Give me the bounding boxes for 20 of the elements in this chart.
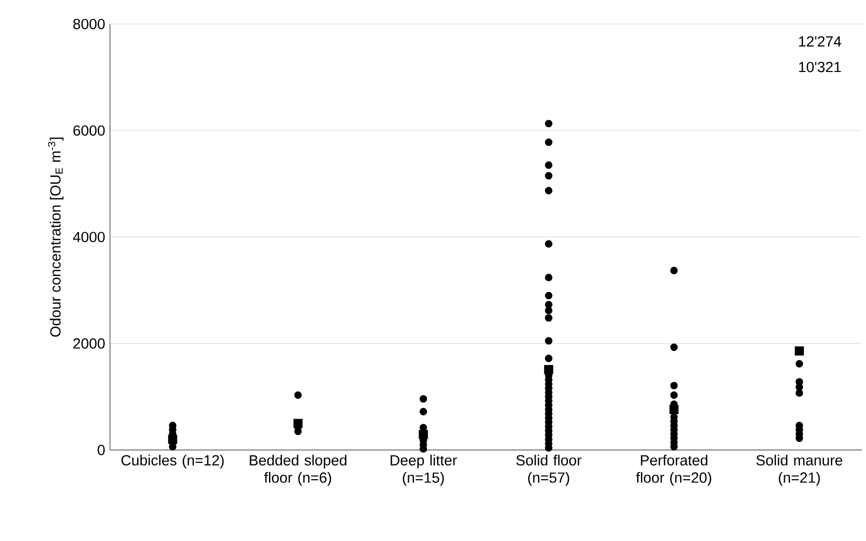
annotation: 12'274	[799, 36, 842, 46]
y-tick-label: 6000	[73, 125, 105, 136]
annotation: 10'321	[799, 62, 841, 72]
y-tick-label: 2000	[73, 338, 105, 349]
x-tick-label: Cubicles (n=12)	[121, 454, 224, 468]
point	[544, 365, 554, 374]
point	[168, 434, 178, 444]
y-tick-label: 0	[98, 444, 105, 456]
x-tick-label: Bedded sloped floor (n=6)	[250, 454, 346, 486]
y-tick-label: 8000	[73, 18, 105, 30]
y-axis-title: Odour concentration [OU$_{E}$ m$^{-3}$]	[48, 138, 64, 337]
point	[669, 404, 679, 414]
y-tick-label: 4000	[73, 232, 105, 242]
x-tick-label: Perforated floor (n=20)	[636, 454, 712, 486]
x-tick-label: Solid floor (n=57)	[516, 454, 582, 486]
x-tick-label: Solid manure (n=21)	[756, 454, 842, 486]
point	[794, 346, 804, 356]
point	[293, 418, 303, 428]
x-tick-label: Deep litter (n=15)	[390, 454, 457, 486]
point	[418, 430, 428, 440]
